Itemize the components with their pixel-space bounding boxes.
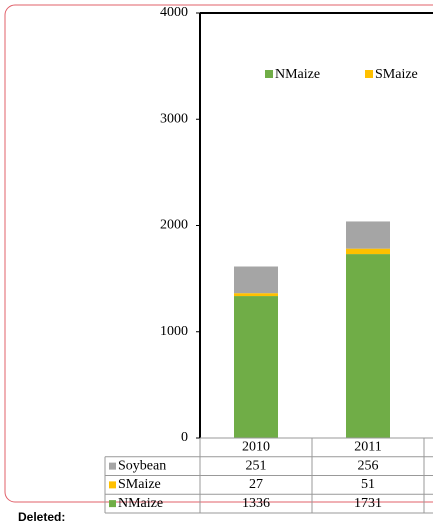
comment-border (4, 4, 433, 503)
table-swatch (109, 481, 116, 489)
category-label: 2011 (354, 440, 381, 455)
table-value: 251 (246, 458, 267, 473)
y-tick-label: 2000 (160, 218, 188, 233)
table-swatch (109, 500, 116, 508)
legend-swatch (265, 70, 273, 78)
table-series-label: NMaize (118, 496, 163, 511)
bar-segment (346, 248, 390, 255)
legend-label: NMaize (275, 67, 320, 82)
bar-segment (346, 221, 390, 249)
margin-note: Deleted: (18, 510, 65, 524)
bar-segment (234, 293, 278, 297)
table-value: 51 (361, 477, 375, 492)
table-value: 256 (358, 458, 379, 473)
y-tick-label: 0 (181, 430, 188, 445)
y-tick-label: 4000 (160, 5, 188, 20)
table-value: 1731 (354, 496, 382, 511)
table-value: 27 (249, 477, 263, 492)
legend-label: SMaize (375, 67, 418, 82)
y-tick-label: 1000 (160, 324, 188, 339)
table-swatch (109, 462, 116, 470)
legend-swatch (365, 70, 373, 78)
bar-segment (234, 296, 278, 438)
table-series-label: SMaize (118, 477, 161, 492)
table-series-label: Soybean (118, 458, 166, 473)
bar-segment (234, 266, 278, 294)
table-value: 1336 (242, 496, 270, 511)
bar-segment (346, 254, 390, 438)
y-tick-label: 3000 (160, 111, 188, 126)
category-label: 2010 (242, 440, 270, 455)
